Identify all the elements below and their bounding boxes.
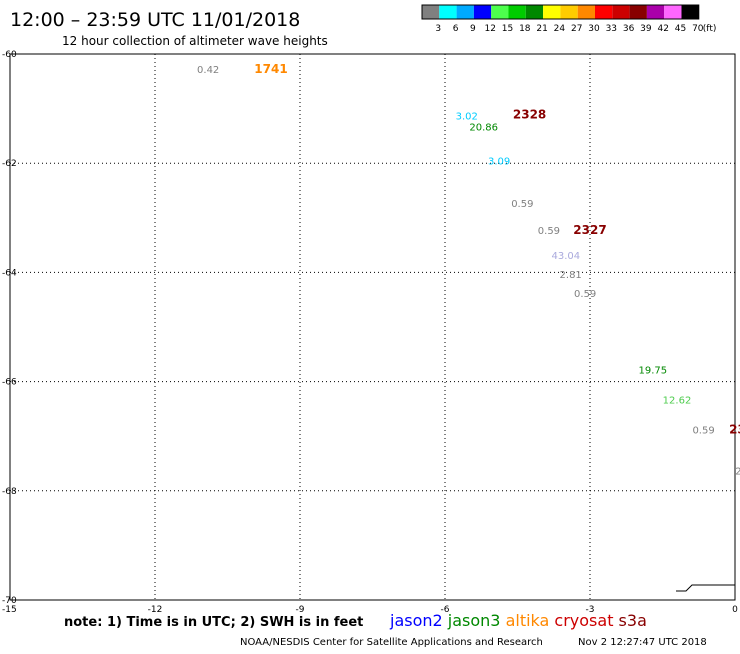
colorbar-swatch (473, 5, 492, 19)
timestamp-text: Nov 2 12:27:47 UTC 2018 (578, 637, 707, 648)
wave-height-label: 3.09 (488, 156, 510, 167)
wave-height-label: 12.62 (663, 395, 692, 406)
colorbar-label: 30 (588, 24, 600, 34)
wave-height-label: 23 (729, 422, 740, 436)
y-tick-label: -66 (2, 378, 17, 388)
plot-frame (9, 53, 736, 601)
wave-height-label: 3.02 (456, 112, 478, 123)
coastline-shape (676, 584, 735, 592)
wave-height-label: 2327 (573, 223, 606, 237)
legend-jason2: jason2 (389, 611, 443, 630)
colorbar-swatch (422, 5, 440, 19)
legend-cryosat: cryosat (549, 611, 613, 630)
x-tick-label: 0 (732, 605, 738, 615)
colorbar-swatch (646, 5, 665, 19)
legend-s3a: s3a (613, 611, 646, 630)
colorbar-label: 36 (623, 24, 635, 34)
colorbar-swatch (560, 5, 578, 19)
colorbar-swatch (508, 5, 526, 19)
x-tick-label: -15 (2, 605, 17, 615)
wave-height-label: 0.59 (511, 199, 533, 210)
colorbar-swatch (612, 5, 630, 19)
legend-altika: altika (500, 611, 549, 630)
y-tick-label: -62 (2, 159, 17, 169)
x-tick-label: -9 (296, 605, 305, 615)
note-text: note: 1) Time is in UTC; 2) SWH is in fe… (64, 615, 363, 630)
colorbar-label: 24 (554, 24, 566, 34)
grid-lines (10, 54, 735, 600)
colorbar-label: 3 (435, 24, 441, 34)
colorbar-label: 27 (571, 24, 582, 34)
colorbar-swatch (629, 5, 647, 19)
colorbar-label: 15 (502, 24, 513, 34)
credit-text: NOAA/NESDIS Center for Satellite Applica… (240, 637, 543, 648)
wave-height-label: 43.04 (552, 251, 581, 262)
y-tick-label: -64 (2, 268, 17, 278)
colorbar-swatch (439, 5, 457, 19)
legend-text: jason2 jason3 altika cryosat s3a (389, 611, 647, 630)
x-tick-label: -12 (148, 605, 163, 615)
colorbar-swatch (595, 5, 613, 19)
wave-height-label: 2 (735, 466, 740, 477)
colorbar-swatch (681, 5, 699, 19)
wave-height-label: 2.81 (560, 270, 582, 281)
x-tick-label: -3 (586, 605, 595, 615)
satellite-legend: jason2 jason3 altika cryosat s3a (389, 611, 647, 630)
colorbar-swatch (577, 5, 595, 19)
colorbar-label: 18 (519, 24, 531, 34)
colorbar-label: 42 (657, 24, 668, 34)
y-tick-label: -68 (2, 487, 17, 497)
x-tick-label: -6 (441, 605, 450, 615)
colorbar-swatch (543, 5, 561, 19)
colorbar-label: 70 (692, 24, 704, 34)
wave-height-label: 19.75 (639, 365, 668, 376)
colorbar-label: 33 (606, 24, 617, 34)
wave-height-label: 20.86 (469, 122, 498, 133)
colorbar-unit: (ft) (703, 24, 717, 34)
colorbar-swatch (525, 5, 544, 19)
colorbar-swatch (456, 5, 474, 19)
colorbar-swatch (664, 5, 682, 19)
wave-height-label: 0.59 (692, 425, 714, 436)
colorbar-border (421, 4, 700, 20)
colorbar-label: 45 (675, 24, 686, 34)
y-tick-label: -60 (2, 50, 17, 60)
wave-height-label: 2328 (513, 107, 546, 121)
wave-height-label: 0.42 (197, 65, 219, 76)
colorbar-label: 12 (484, 24, 495, 34)
colorbar-swatch (491, 5, 509, 19)
wave-height-label: 0.59 (574, 289, 596, 300)
chart-title: 12:00 – 23:59 UTC 11/01/2018 (10, 9, 300, 31)
axis-ticks: -15 -12 -9 -6 -3 0 -60 -62 -64 -66 -68 -70 (2, 50, 738, 615)
wave-height-label: 0.59 (538, 226, 560, 237)
colorbar-label: 39 (640, 24, 652, 34)
colorbar-label: 9 (470, 24, 476, 34)
chart-subtitle: 12 hour collection of altimeter wave hei… (62, 34, 328, 48)
y-tick-label: -70 (2, 596, 17, 606)
colorbar-label: 6 (453, 24, 459, 34)
wave-height-label: 1741 (254, 62, 287, 76)
colorbar: 3 6 9 12 15 18 21 24 27 30 33 36 39 42 45 70 (ft) (421, 4, 717, 34)
colorbar-label: 21 (536, 24, 547, 34)
legend-jason3: jason3 (443, 611, 501, 630)
